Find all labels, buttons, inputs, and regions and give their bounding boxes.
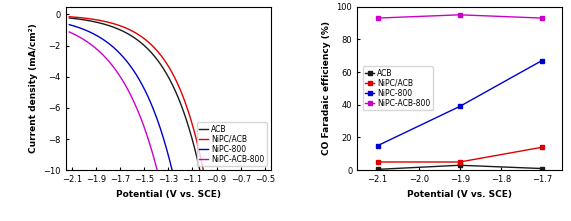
ACB [118, 29, 124, 32]
NiPC/ACB [538, 146, 545, 149]
Line: NiPC-800: NiPC-800 [375, 58, 544, 148]
NiPC-ACB-800 [118, 77, 124, 79]
Line: NiPC-800: NiPC-800 [69, 25, 271, 221]
ACB [374, 168, 381, 171]
ACB [456, 164, 463, 167]
ACB [200, 189, 207, 191]
NiPC-800 [157, 128, 164, 130]
NiPC-ACB-800 [157, 182, 164, 185]
NiPC/ACB [102, 20, 108, 23]
X-axis label: Potential (V vs. SCE): Potential (V vs. SCE) [407, 190, 512, 199]
NiPC-800 [374, 144, 381, 147]
NiPC-ACB-800 [374, 17, 381, 19]
NiPC-ACB-800 [66, 31, 73, 33]
NiPC-800 [66, 23, 73, 26]
NiPC/ACB [184, 110, 191, 112]
Y-axis label: CO Faradaic efficiency (%): CO Faradaic efficiency (%) [322, 21, 331, 155]
NiPC/ACB [157, 53, 164, 56]
NiPC/ACB [200, 172, 207, 175]
Line: ACB: ACB [375, 163, 544, 172]
NiPC-800 [456, 105, 463, 108]
ACB [157, 63, 164, 66]
NiPC-ACB-800 [538, 17, 545, 19]
Legend: ACB, NiPC/ACB, NiPC-800, NiPC-ACB-800: ACB, NiPC/ACB, NiPC-800, NiPC-ACB-800 [196, 122, 267, 166]
ACB [538, 167, 545, 170]
NiPC-ACB-800 [456, 13, 463, 16]
NiPC-800 [538, 59, 545, 62]
ACB [184, 124, 191, 127]
NiPC-ACB-800 [102, 56, 108, 58]
Line: NiPC/ACB: NiPC/ACB [69, 17, 271, 221]
NiPC/ACB [374, 161, 381, 163]
Line: NiPC-ACB-800: NiPC-ACB-800 [375, 12, 544, 21]
Line: ACB: ACB [69, 18, 271, 221]
ACB [102, 23, 108, 26]
NiPC/ACB [66, 15, 73, 18]
Y-axis label: Current density (mA/cm²): Current density (mA/cm²) [29, 23, 38, 153]
X-axis label: Potential (V vs. SCE): Potential (V vs. SCE) [116, 190, 221, 199]
Line: NiPC/ACB: NiPC/ACB [375, 145, 544, 164]
NiPC/ACB [456, 161, 463, 163]
NiPC-800 [102, 39, 108, 42]
ACB [66, 17, 73, 19]
NiPC/ACB [118, 25, 124, 27]
Legend: ACB, NiPC/ACB, NiPC-800, NiPC-ACB-800: ACB, NiPC/ACB, NiPC-800, NiPC-ACB-800 [363, 66, 433, 110]
Line: NiPC-ACB-800: NiPC-ACB-800 [69, 32, 271, 221]
NiPC-800 [118, 53, 124, 56]
